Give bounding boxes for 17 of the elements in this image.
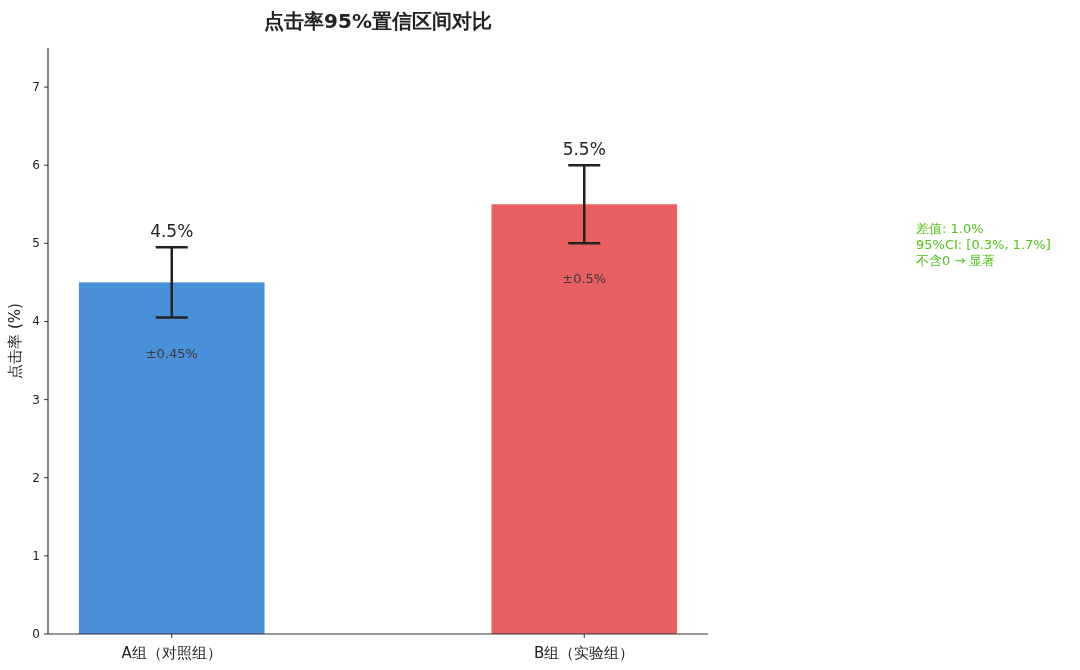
x-tick-label: B组（实验组） [534,644,635,662]
y-tick-label: 3 [32,392,40,407]
y-tick-label: 0 [32,627,40,641]
text: 差值: 1.0% 95%CI: [0.3%, 1.7%] 不含0 → 显著 [916,221,1051,268]
data-label: 4.5% [150,221,194,242]
annotation: ±0.5% [562,271,607,287]
y-tick-label: 7 [32,80,40,95]
y-axis-title: 点击率 (%) [6,303,24,379]
y-tick-label: 6 [32,158,40,173]
annotation: ±0.45% [145,345,198,361]
x-tick-label: A组（对照组） [121,644,222,662]
y-tick-label: 4 [32,314,40,329]
y-tick-label: 5 [32,236,40,251]
y-tick-label: 2 [32,470,40,485]
data-label: 5.5% [562,139,606,160]
chart-title: 点击率95%置信区间对比 [264,9,492,33]
y-tick-label: 1 [32,548,40,563]
